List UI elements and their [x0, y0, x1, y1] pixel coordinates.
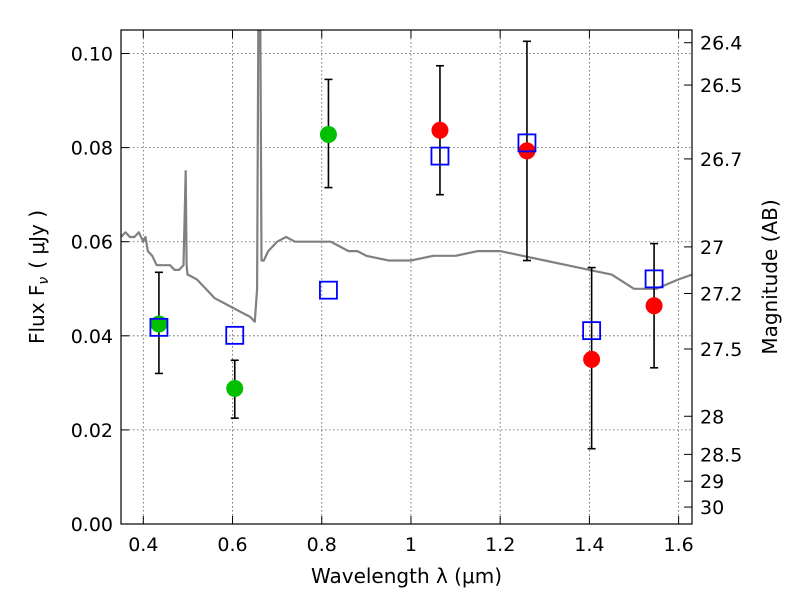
data-point — [226, 380, 244, 398]
ticks-layer: 0.4 0.6 0.8 1 1.2 1.4 1.6 0.00 0.02 0.04 0.06 0.08 0… — [71, 30, 742, 556]
y2-tick-label: 28 — [700, 406, 724, 428]
y2-tick-label: 29 — [700, 471, 724, 493]
x-axis-label: Wavelength λ (μm) — [311, 564, 502, 588]
model-photometry-marker — [319, 280, 338, 300]
y-tick-label: 0.04 — [71, 326, 113, 348]
model-photometry-marker — [225, 325, 245, 345]
y-axis-label-main: Flux F — [25, 285, 49, 344]
model-photometry-marker — [517, 133, 537, 153]
spectrum-layer — [121, 30, 692, 323]
y2-tick-label: 26.5 — [700, 75, 742, 97]
x-tick-label: 0.8 — [307, 534, 337, 556]
data-point — [431, 121, 449, 139]
plot-frame — [120, 29, 693, 525]
y-tick-label: 0.02 — [71, 420, 113, 442]
points-layer — [149, 40, 664, 450]
y2-tick-label: 30 — [700, 497, 724, 519]
x-tick-label: 1.4 — [574, 534, 604, 556]
y-axis-label-unit: ( μJy ) — [25, 210, 49, 269]
data-point — [645, 297, 663, 315]
x-tick-label: 0.4 — [128, 534, 158, 556]
x-tick-label: 1.2 — [485, 534, 515, 556]
spectrum-line — [121, 30, 692, 323]
y-tick-label: 0.06 — [71, 232, 113, 254]
y-tick-label: 0.00 — [71, 514, 113, 536]
y2-axis-label: Magnitude (AB) — [758, 199, 782, 354]
model-photometry-marker — [149, 317, 169, 337]
model-photometry-marker — [582, 321, 602, 341]
data-point — [583, 350, 601, 368]
y2-tick-label: 26.7 — [700, 149, 742, 171]
x-tick-label: 1 — [405, 534, 417, 556]
y-tick-label: 0.10 — [71, 44, 113, 66]
x-tick-label: 1.6 — [664, 534, 694, 556]
y-tick-label: 0.08 — [71, 138, 113, 160]
x-tick-label: 0.6 — [217, 534, 247, 556]
y2-tick-label: 28.5 — [700, 444, 742, 466]
data-point — [319, 125, 337, 143]
y2-tick-label: 27.5 — [700, 339, 742, 361]
y2-tick-label: 26.4 — [700, 33, 742, 55]
model-photometry-marker — [644, 269, 664, 289]
y2-tick-label: 27 — [700, 237, 724, 259]
y-axis-label: Flux Fν ( μJy ) — [25, 210, 52, 344]
y-axis-label-subscript: ν — [36, 277, 52, 285]
y2-tick-label: 27.2 — [700, 283, 742, 305]
model-photometry-marker — [430, 146, 450, 166]
grid-layer — [121, 30, 692, 525]
